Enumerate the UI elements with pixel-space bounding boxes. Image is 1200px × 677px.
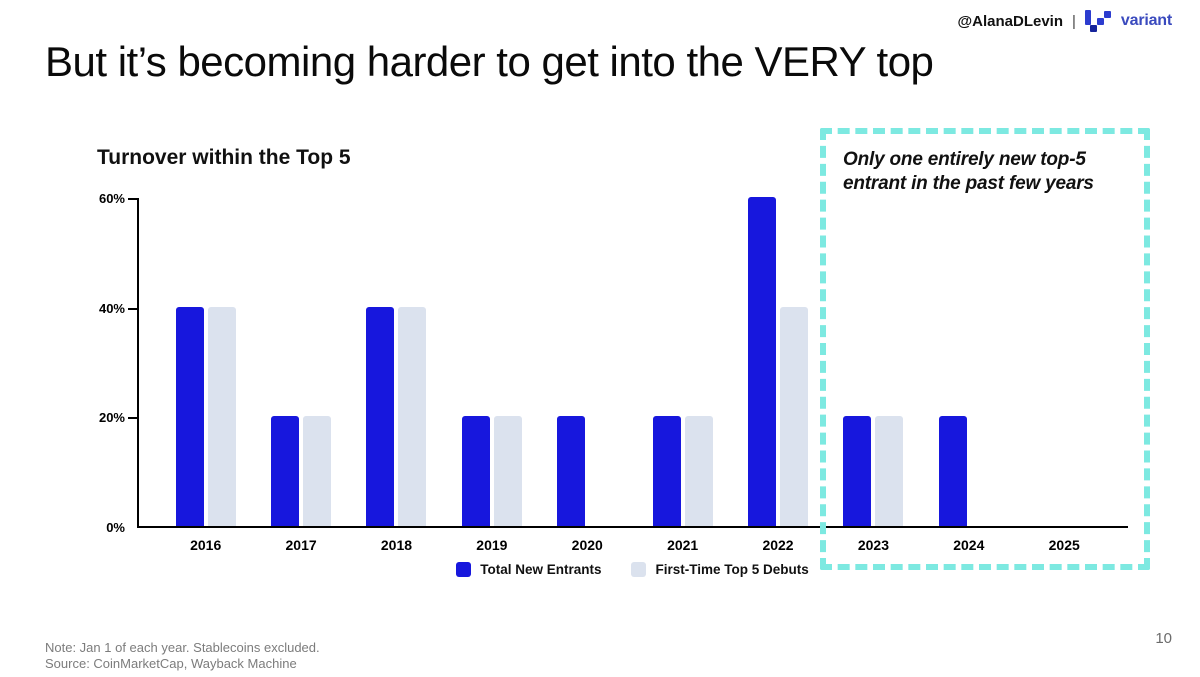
x-axis-label-2025: 2025 [1048, 537, 1080, 553]
bar-total-new-entrants-2019 [461, 416, 490, 526]
x-axis-label-2024: 2024 [953, 537, 985, 553]
bar-first-time-top-5-debuts-2017 [303, 416, 332, 526]
bar-group-2019: 2019 [444, 199, 539, 553]
bar-group-2017: 2017 [253, 199, 348, 553]
brand-name: variant [1120, 12, 1172, 29]
variant-logo-icon [1084, 9, 1112, 33]
annotation-text: Only one entirely new top-5 entrant in t… [843, 149, 1094, 195]
legend-item: Total New Entrants [456, 562, 601, 577]
y-axis-tick [128, 417, 139, 420]
bar-first-time-top-5-debuts-2019 [493, 416, 522, 526]
bar-first-time-top-5-debuts-2018 [398, 306, 427, 526]
bar-first-time-top-5-debuts-2023 [875, 416, 904, 526]
x-axis-label-2022: 2022 [762, 537, 794, 553]
page-number: 10 [1155, 630, 1172, 647]
footnote-line-1: Note: Jan 1 of each year. Stablecoins ex… [45, 640, 320, 655]
legend-item: First-Time Top 5 Debuts [631, 562, 809, 577]
twitter-handle: @AlanaDLevin [957, 12, 1064, 30]
x-axis-label-2021: 2021 [667, 537, 699, 553]
plot-area: 2016 2017 2018 2019 2020 2021 2022 2023 2024 2025… [99, 191, 1128, 553]
legend-swatch-icon [631, 562, 647, 577]
legend-swatch-icon [456, 562, 472, 577]
bar-group-2022: 2022 [730, 197, 825, 553]
header: @AlanaDLevin | variant [958, 8, 1172, 34]
bar-total-new-entrants-2017 [271, 416, 300, 526]
bar-group-2021: 2021 [635, 199, 730, 553]
legend-label: First-Time Top 5 Debuts [655, 562, 809, 577]
slide-title: But it’s becoming harder to get into the… [45, 38, 934, 85]
y-axis-label: 60% [98, 191, 125, 206]
bar-first-time-top-5-debuts-2022 [780, 306, 809, 526]
bar-total-new-entrants-2016 [175, 306, 204, 526]
x-axis-label-2019: 2019 [476, 537, 508, 553]
legend-label: Total New Entrants [480, 562, 602, 577]
annotation-box: Only one entirely new top-5 entrant in t… [820, 128, 1150, 570]
bar-group-2016: 2016 [158, 199, 253, 553]
bar-group-2024: 2024 [921, 199, 1016, 553]
y-axis-tick [128, 198, 139, 200]
x-axis-label-2023: 2023 [857, 537, 889, 553]
bar-group-2025: 2025 [1017, 199, 1112, 553]
bar-columns: 2016 2017 2018 2019 2020 2021 2022 2023 2024 2025 [158, 197, 1112, 553]
footnote: Note: Jan 1 of each year. Stablecoins ex… [45, 640, 320, 672]
x-axis-label-2020: 2020 [571, 537, 603, 553]
y-axis-label: 40% [98, 300, 125, 316]
footnote-line-2: Source: CoinMarketCap, Wayback Machine [45, 656, 297, 671]
y-axis-label: 20% [98, 410, 125, 426]
bar-total-new-entrants-2022 [748, 197, 777, 526]
logo-pixel [1084, 9, 1091, 25]
bar-first-time-top-5-debuts-2016 [207, 306, 236, 526]
bar-group-2023: 2023 [826, 199, 921, 553]
bar-total-new-entrants-2020 [557, 416, 586, 526]
bar-total-new-entrants-2021 [652, 416, 681, 526]
chart-title: Turnover within the Top 5 [97, 146, 351, 169]
separator: | [1072, 12, 1076, 30]
bar-first-time-top-5-debuts-2021 [684, 416, 713, 526]
y-axis-tick [128, 307, 139, 310]
logo-pixel [1096, 17, 1104, 25]
bar-group-2020: 2020 [540, 199, 635, 553]
x-axis-label-2017: 2017 [285, 537, 317, 553]
chart-legend: Total New Entrants First-Time Top 5 Debut… [137, 562, 1128, 577]
bar-total-new-entrants-2024 [938, 416, 967, 526]
logo-pixel [1103, 10, 1111, 18]
x-axis-label-2016: 2016 [190, 537, 222, 553]
x-axis-label-2018: 2018 [380, 537, 413, 553]
bar-group-2018: 2018 [349, 199, 444, 553]
y-axis-label: 0% [106, 520, 125, 535]
logo-pixel [1089, 24, 1097, 32]
bar-total-new-entrants-2018 [366, 306, 395, 526]
bar-total-new-entrants-2023 [843, 416, 872, 526]
